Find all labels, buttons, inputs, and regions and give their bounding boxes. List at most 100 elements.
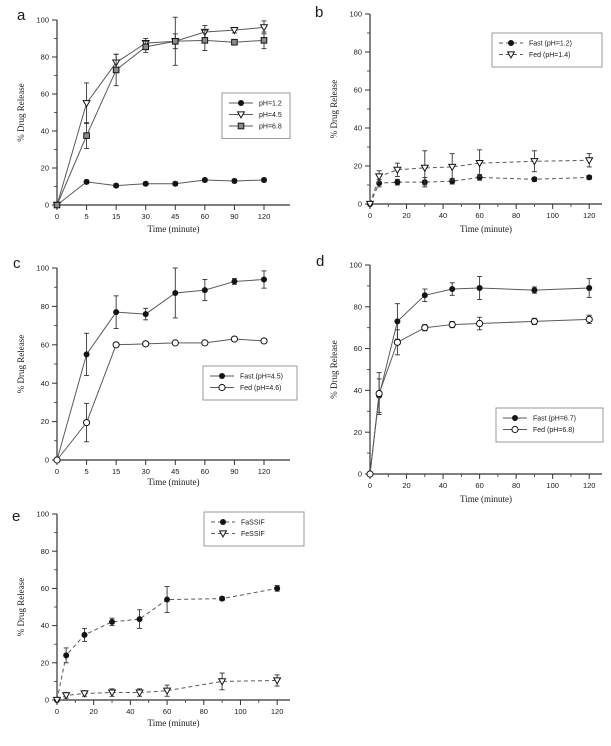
open-circle-marker	[201, 339, 209, 347]
filled-circle-marker	[512, 415, 518, 421]
filled-square-marker	[83, 132, 90, 139]
filled-circle-marker	[172, 289, 179, 296]
y-axis-title: % Drug Release	[329, 340, 339, 398]
filled-circle-marker	[83, 178, 90, 185]
x-tick-label: 40	[439, 211, 447, 220]
legend-label: Fast (pH=4.5)	[240, 374, 283, 381]
legend-box	[203, 511, 305, 547]
y-tick-label: 0	[358, 470, 362, 479]
filled-circle-marker	[142, 311, 149, 318]
open-triangle-down-marker	[230, 27, 239, 35]
y-tick-label: 100	[349, 10, 362, 19]
open-circle-marker	[171, 339, 179, 347]
y-tick-label: 20	[354, 428, 362, 437]
filled-square-marker	[237, 122, 245, 130]
filled-circle-marker	[172, 180, 179, 187]
x-tick-label: 15	[112, 467, 120, 476]
x-axis-title: Time (minute)	[148, 718, 200, 728]
y-axis-title: % Drug Release	[16, 83, 26, 141]
y-tick-label: 100	[349, 261, 362, 270]
filled-circle-marker	[136, 616, 143, 623]
x-tick-label: 80	[512, 481, 520, 490]
legend-box	[491, 32, 603, 68]
y-tick-label: 40	[354, 124, 362, 133]
y-tick-label: 60	[41, 584, 49, 593]
x-tick-label: 15	[112, 212, 120, 221]
filled-circle-marker	[476, 174, 483, 181]
filled-circle-marker	[220, 519, 226, 525]
filled-circle-marker	[219, 595, 226, 602]
series-line	[56, 26, 265, 206]
y-tick-label: 80	[41, 547, 49, 556]
y-tick-label: 60	[41, 90, 49, 99]
legend-label: Fed (pH=1.4)	[529, 52, 570, 59]
filled-circle-marker	[476, 284, 483, 291]
legend-box	[495, 407, 604, 443]
y-tick-label: 100	[36, 264, 49, 273]
x-axis-title: Time (minute)	[460, 224, 512, 234]
x-tick-label: 100	[546, 211, 559, 220]
filled-circle-marker	[231, 177, 238, 184]
series-line	[369, 287, 590, 475]
open-triangle-down-marker	[80, 690, 89, 698]
filled-circle-marker	[83, 351, 90, 358]
x-tick-label: 80	[512, 211, 520, 220]
y-tick-label: 0	[358, 200, 362, 209]
open-circle-marker	[476, 319, 484, 328]
filled-square-marker	[260, 37, 268, 44]
legend-box	[202, 365, 298, 401]
panel-letter-a: a	[17, 7, 26, 24]
x-tick-label: 20	[90, 707, 98, 716]
panel-a: a 0 20 40 60 80 100 0 5 15 30 45 60 90 120 Time (minut…	[0, 0, 300, 250]
y-tick-label: 40	[354, 386, 362, 395]
x-tick-label: 100	[234, 707, 247, 716]
open-triangle-down-marker	[475, 160, 484, 168]
filled-square-marker	[231, 38, 238, 46]
x-tick-label: 0	[55, 707, 59, 716]
filled-circle-marker	[142, 180, 149, 187]
y-tick-label: 20	[41, 658, 49, 667]
x-axis-title: Time (minute)	[460, 494, 512, 504]
y-tick-label: 0	[45, 456, 49, 465]
filled-circle-marker	[81, 631, 88, 638]
open-circle-marker	[260, 337, 268, 345]
y-tick-label: 60	[41, 340, 49, 349]
panel-letter-e: e	[12, 508, 21, 525]
filled-circle-marker	[394, 318, 401, 325]
x-tick-label: 90	[230, 467, 238, 476]
filled-square-marker	[53, 201, 61, 209]
legend-label: Fed (pH=4.6)	[240, 385, 281, 392]
x-tick-label: 60	[475, 481, 483, 490]
filled-circle-marker	[421, 292, 428, 299]
filled-circle-marker	[586, 284, 593, 291]
series-line	[56, 587, 278, 701]
filled-circle-marker	[394, 179, 401, 186]
y-tick-label: 0	[45, 201, 49, 210]
x-tick-label: 60	[163, 707, 171, 716]
open-triangle-down-marker	[236, 111, 246, 119]
x-axis-title: Time (minute)	[148, 477, 200, 487]
legend-label: FeSSIF	[241, 531, 265, 538]
filled-circle-marker	[449, 178, 456, 185]
open-triangle-down-marker	[162, 687, 172, 696]
legend-label: pH=4.5	[259, 112, 282, 119]
legend-label: FaSSIF	[241, 520, 265, 527]
open-triangle-down-marker	[107, 689, 117, 697]
y-tick-label: 60	[354, 344, 362, 353]
open-triangle-down-marker	[420, 164, 430, 173]
y-tick-label: 20	[41, 417, 49, 426]
open-triangle-down-marker	[259, 24, 269, 32]
x-tick-label: 45	[171, 212, 179, 221]
open-circle-marker	[375, 389, 383, 398]
panel-c: c 0 20 40 60 80 100 0 5 15 30 45 60 90 120 Time (minut…	[0, 250, 300, 496]
y-tick-label: 80	[41, 302, 49, 311]
x-tick-label: 0	[55, 467, 59, 476]
legend-label: pH=6.8	[259, 124, 282, 131]
filled-circle-marker	[201, 177, 208, 184]
y-tick-label: 20	[41, 164, 49, 173]
filled-circle-marker	[531, 287, 538, 294]
x-axis-title: Time (minute)	[148, 224, 200, 234]
panel-letter-d: d	[316, 253, 325, 270]
open-circle-marker	[112, 341, 120, 349]
filled-circle-marker	[201, 287, 208, 294]
